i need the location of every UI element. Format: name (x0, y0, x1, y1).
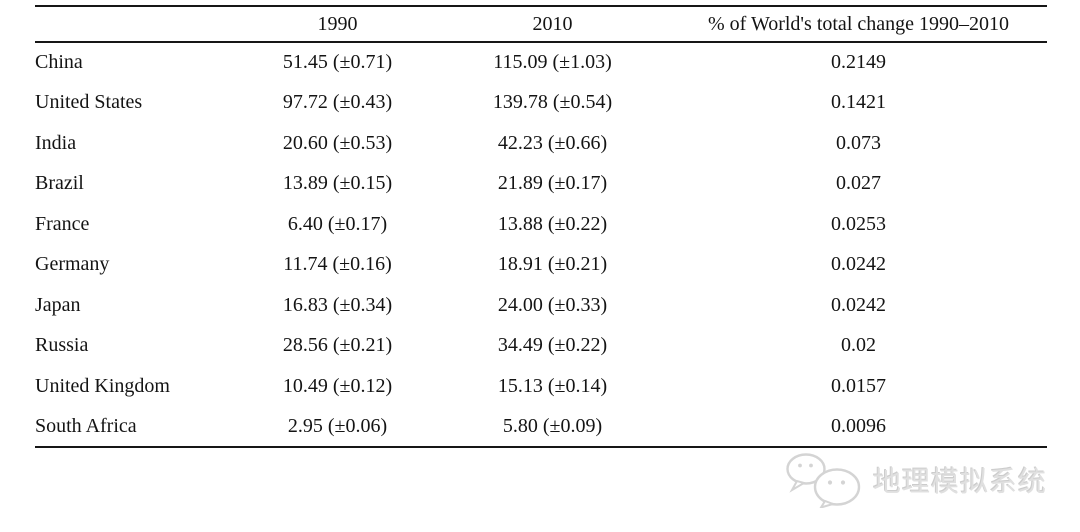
column-header-1990: 1990 (240, 6, 435, 43)
country-cell: United Kingdom (35, 374, 170, 397)
country-cell: China (35, 51, 83, 74)
watermark: 地理模拟系统 (783, 452, 1047, 510)
value-2010-cell: 24.00 (±0.33) (497, 293, 608, 316)
country-cell: United States (35, 91, 143, 114)
value-2010-cell: 21.89 (±0.17) (497, 172, 608, 195)
watermark-text: 地理模拟系统 (872, 465, 1047, 498)
pct-change-cell: 0.0157 (831, 374, 886, 397)
value-2010-cell: 42.23 (±0.66) (497, 131, 608, 154)
pct-change-cell: 0.2149 (831, 51, 886, 74)
table-row: Japan 16.83 (±0.34) 24.00 (±0.33) 0.0242 (35, 285, 1047, 326)
pct-change-cell: 0.0242 (831, 293, 886, 316)
country-cell: Japan (35, 293, 81, 316)
value-2010-cell: 15.13 (±0.14) (497, 374, 608, 397)
table-row: France 6.40 (±0.17) 13.88 (±0.22) 0.0253 (35, 204, 1047, 245)
value-1990-cell: 10.49 (±0.12) (282, 374, 393, 397)
table-row: Germany 11.74 (±0.16) 18.91 (±0.21) 0.02… (35, 245, 1047, 286)
country-change-table: 1990 2010 % of World's total change 1990… (35, 5, 1047, 448)
value-1990-cell: 6.40 (±0.17) (287, 212, 388, 235)
table-row: Russia 28.56 (±0.21) 34.49 (±0.22) 0.02 (35, 326, 1047, 367)
country-cell: India (35, 131, 77, 154)
table-row: United States 97.72 (±0.43) 139.78 (±0.5… (35, 83, 1047, 124)
wechat-icon (783, 452, 867, 510)
table-row: Brazil 13.89 (±0.15) 21.89 (±0.17) 0.027 (35, 164, 1047, 205)
value-1990-cell: 51.45 (±0.71) (282, 51, 393, 74)
country-cell: Russia (35, 334, 89, 357)
table-row: United Kingdom 10.49 (±0.12) 15.13 (±0.1… (35, 366, 1047, 407)
value-2010-cell: 139.78 (±0.54) (492, 91, 613, 114)
table-header: 1990 2010 % of World's total change 1990… (35, 6, 1047, 43)
value-2010-cell: 34.49 (±0.22) (497, 334, 608, 357)
column-header-pct-change: % of World's total change 1990–2010 (670, 6, 1047, 43)
pct-change-cell: 0.027 (836, 172, 881, 195)
pct-change-cell: 0.1421 (831, 91, 886, 114)
country-cell: South Africa (35, 414, 137, 437)
value-2010-cell: 5.80 (±0.09) (502, 414, 603, 437)
pct-change-cell: 0.073 (836, 131, 881, 154)
country-cell: France (35, 212, 90, 235)
value-1990-cell: 16.83 (±0.34) (282, 293, 393, 316)
value-1990-cell: 97.72 (±0.43) (282, 91, 393, 114)
value-2010-cell: 13.88 (±0.22) (497, 212, 608, 235)
column-header-2010: 2010 (435, 6, 670, 43)
table-body: China 51.45 (±0.71) 115.09 (±1.03) 0.214… (35, 42, 1047, 447)
value-1990-cell: 11.74 (±0.16) (283, 253, 392, 276)
value-1990-cell: 28.56 (±0.21) (282, 334, 393, 357)
value-2010-cell: 115.09 (±1.03) (493, 51, 612, 74)
pct-change-cell: 0.0253 (831, 212, 886, 235)
corner-cell (35, 6, 240, 43)
pct-change-cell: 0.0096 (831, 414, 886, 437)
country-cell: Brazil (35, 172, 84, 195)
value-2010-cell: 18.91 (±0.21) (497, 253, 608, 276)
pct-change-cell: 0.0242 (831, 253, 886, 276)
country-cell: Germany (35, 253, 110, 276)
header-row: 1990 2010 % of World's total change 1990… (35, 6, 1047, 43)
pct-change-cell: 0.02 (841, 334, 876, 357)
table-row: South Africa 2.95 (±0.06) 5.80 (±0.09) 0… (35, 407, 1047, 448)
table-row: India 20.60 (±0.53) 42.23 (±0.66) 0.073 (35, 123, 1047, 164)
value-1990-cell: 13.89 (±0.15) (282, 172, 393, 195)
value-1990-cell: 2.95 (±0.06) (287, 414, 388, 437)
table-row: China 51.45 (±0.71) 115.09 (±1.03) 0.214… (35, 42, 1047, 83)
value-1990-cell: 20.60 (±0.53) (282, 131, 393, 154)
